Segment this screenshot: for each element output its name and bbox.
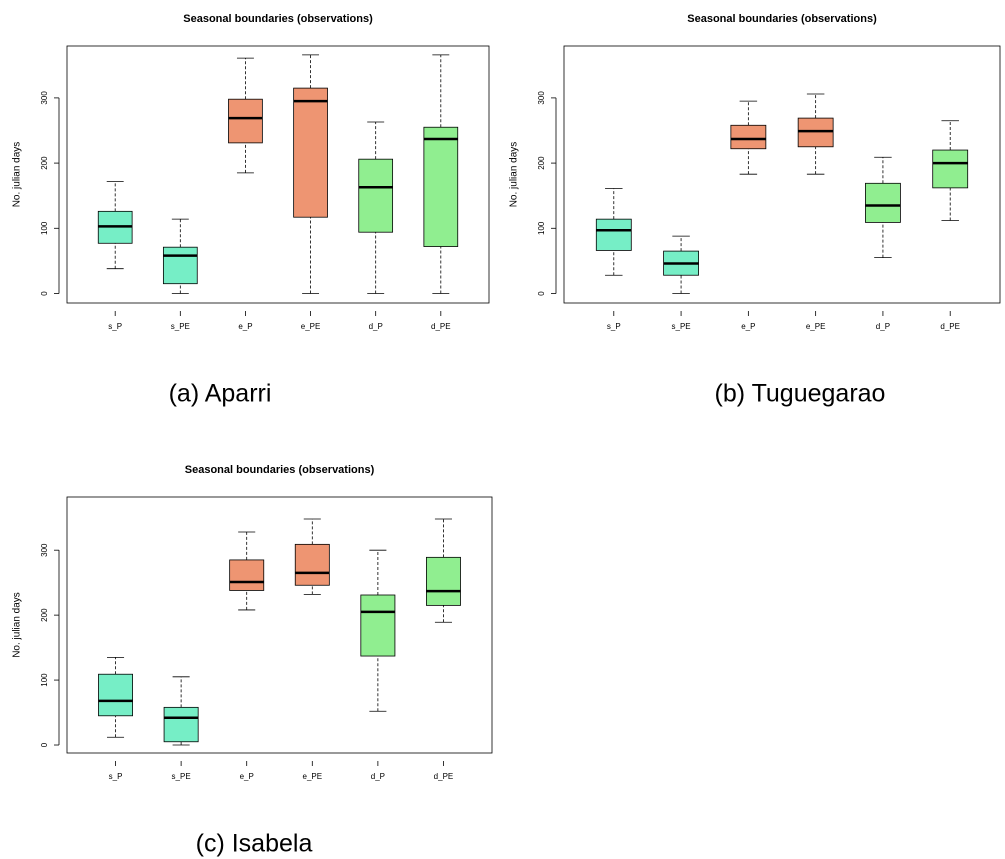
box: [358, 158, 394, 233]
box: [932, 149, 969, 189]
y-axis-label: No. julian days: [12, 592, 23, 658]
box: [730, 124, 767, 150]
plot-frame: [563, 45, 1001, 304]
y-tick-label: 100: [537, 221, 546, 235]
x-tick-label: d_P: [876, 322, 890, 331]
box: [797, 117, 834, 148]
x-tick-label: e_PE: [303, 772, 323, 781]
y-tick-label: 0: [40, 742, 49, 747]
y-axis-label: No. julian days: [509, 142, 520, 208]
box: [162, 246, 198, 285]
caption: (a) Aparri: [169, 380, 272, 408]
x-tick-label: d_P: [371, 772, 385, 781]
box: [294, 543, 330, 586]
x-tick-label: s_P: [109, 772, 123, 781]
x-tick-label: e_P: [238, 322, 252, 331]
box: [595, 218, 632, 251]
chart-title: Seasonal boundaries (observations): [185, 464, 375, 476]
y-tick-label: 200: [40, 608, 49, 622]
x-tick-label: d_PE: [940, 322, 960, 331]
y-tick-label: 100: [40, 221, 49, 235]
y-tick-label: 300: [537, 91, 546, 105]
y-tick-label: 0: [40, 291, 49, 296]
box: [98, 673, 133, 717]
y-tick-label: 0: [537, 291, 546, 296]
box: [360, 594, 396, 657]
x-tick-label: s_PE: [171, 322, 190, 331]
chart-title: Seasonal boundaries (observations): [687, 13, 877, 25]
caption: (b) Tuguegarao: [715, 380, 886, 408]
x-tick-label: e_P: [741, 322, 755, 331]
plot-frame: [66, 496, 493, 754]
y-tick-label: 300: [40, 543, 49, 557]
box: [865, 182, 901, 223]
x-tick-label: e_P: [240, 772, 254, 781]
plot-frame: [66, 45, 490, 304]
box: [426, 556, 461, 606]
chart-title: Seasonal boundaries (observations): [183, 13, 373, 25]
x-tick-label: d_PE: [431, 322, 451, 331]
y-tick-label: 200: [40, 156, 49, 170]
box: [423, 126, 459, 247]
x-tick-label: e_PE: [301, 322, 321, 331]
x-tick-label: s_PE: [672, 322, 691, 331]
y-tick-label: 200: [537, 156, 546, 170]
x-tick-label: s_PE: [172, 772, 191, 781]
box: [229, 559, 265, 591]
x-tick-label: s_P: [607, 322, 621, 331]
y-tick-label: 300: [40, 91, 49, 105]
x-tick-label: e_PE: [806, 322, 826, 331]
caption: (c) Isabela: [196, 830, 313, 858]
y-tick-label: 100: [40, 673, 49, 687]
y-axis-label: No. julian days: [12, 142, 23, 208]
x-tick-label: s_P: [108, 322, 122, 331]
box: [163, 706, 199, 743]
box: [293, 87, 328, 218]
x-tick-label: d_PE: [434, 772, 454, 781]
x-tick-label: d_P: [369, 322, 383, 331]
box: [228, 98, 263, 144]
